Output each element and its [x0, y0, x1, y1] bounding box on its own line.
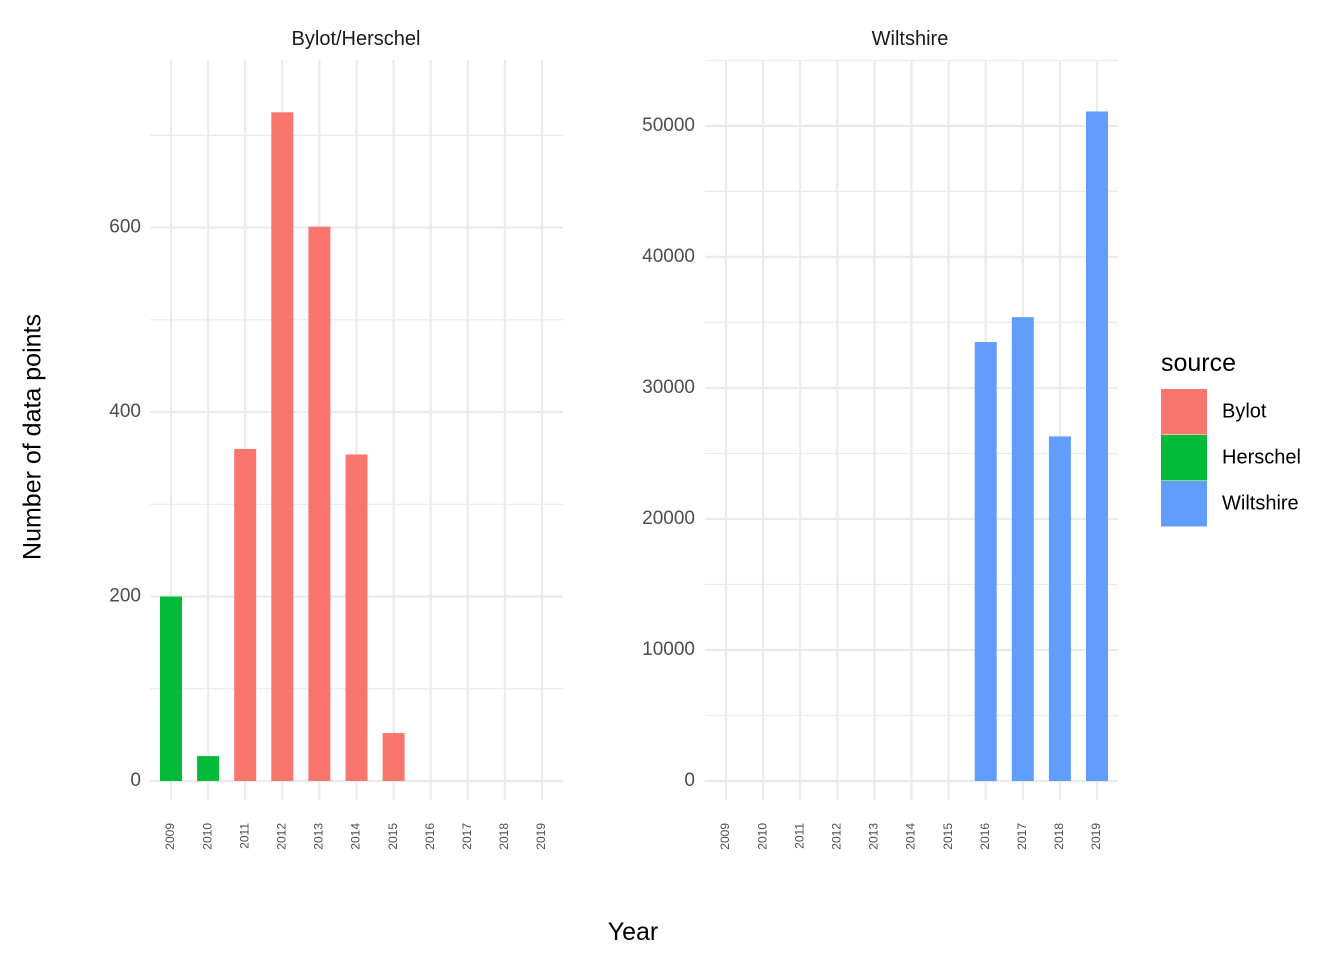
y-tick-label: 0: [130, 770, 141, 791]
bar-wiltshire-2018: [1048, 436, 1071, 781]
bar-wiltshire-2017: [1011, 317, 1034, 781]
legend-title: source: [1161, 349, 1236, 377]
legend-label-wiltshire: Wiltshire: [1222, 492, 1299, 514]
legend-items: Bylot Herschel Wiltshire: [1161, 389, 1301, 528]
x-tick-label: 2016: [423, 823, 437, 850]
x-tick-label: 2015: [386, 823, 400, 850]
x-tick-label: 2011: [792, 823, 806, 849]
y-tick-label: 40000: [642, 246, 695, 267]
bar-bylot-2011: [234, 448, 257, 781]
chart-panels: 0 200 400 600 2009 2010 2011 2012 2013 2014 2015 20…: [109, 28, 1118, 850]
y-axis-title: Number of data points: [19, 314, 47, 560]
bar-herschel-2010: [197, 756, 220, 781]
legend-swatch-herschel: [1161, 435, 1207, 481]
y-tick-label: 20000: [642, 508, 695, 529]
panel-1: 0 10000 20000 30000 40000 50000 2009 2010 2011 20…: [642, 28, 1118, 850]
x-tick-label: 2019: [1089, 823, 1103, 850]
y-tick-label: 30000: [642, 377, 695, 398]
x-tick-label: 2010: [200, 823, 214, 850]
x-tick-label: 2018: [1052, 823, 1066, 850]
bar-bylot-2012: [271, 112, 294, 781]
y-tick-label: 50000: [642, 115, 695, 136]
legend-label-bylot: Bylot: [1222, 400, 1267, 422]
x-tick-label: 2016: [978, 823, 992, 850]
x-tick-label: 2010: [755, 823, 769, 850]
y-tick-label: 10000: [642, 639, 695, 660]
y-tick-label: 200: [109, 586, 141, 607]
x-tick-label: 2015: [941, 823, 955, 850]
bar-wiltshire-2016: [974, 342, 997, 781]
x-tick-label: 2013: [867, 823, 881, 850]
bar-wiltshire-2019: [1086, 111, 1108, 782]
panel-0: 0 200 400 600 2009 2010 2011 2012 2013 2014 2015 20…: [109, 28, 563, 850]
legend: source Bylot Herschel Wiltshire: [1161, 349, 1301, 528]
x-tick-label: 2013: [312, 823, 326, 850]
facet-title: Bylot/Herschel: [292, 28, 421, 50]
x-tick-label: 2017: [460, 823, 474, 850]
x-tick-label: 2018: [497, 823, 511, 850]
x-tick-label: 2012: [274, 823, 288, 850]
bar-bylot-2015: [382, 733, 405, 781]
legend-swatch-wiltshire: [1161, 481, 1207, 527]
bar-bylot-2013: [308, 226, 331, 781]
y-tick-label: 600: [109, 217, 141, 238]
facet-title: Wiltshire: [872, 28, 949, 50]
x-tick-label: 2009: [163, 823, 177, 850]
legend-label-herschel: Herschel: [1222, 446, 1301, 468]
x-axis-title: Year: [608, 918, 659, 946]
x-tick-label: 2009: [718, 823, 732, 850]
x-tick-label: 2014: [349, 823, 363, 850]
x-tick-label: 2014: [904, 823, 918, 850]
bar-bylot-2014: [345, 454, 368, 781]
x-tick-label: 2011: [237, 823, 251, 849]
y-tick-label: 0: [684, 770, 695, 791]
x-tick-label: 2012: [829, 823, 843, 850]
legend-swatch-bylot: [1161, 389, 1207, 435]
x-tick-label: 2019: [534, 823, 548, 850]
x-tick-label: 2017: [1015, 823, 1029, 850]
y-tick-label: 400: [109, 401, 141, 422]
bar-herschel-2009: [160, 596, 182, 781]
